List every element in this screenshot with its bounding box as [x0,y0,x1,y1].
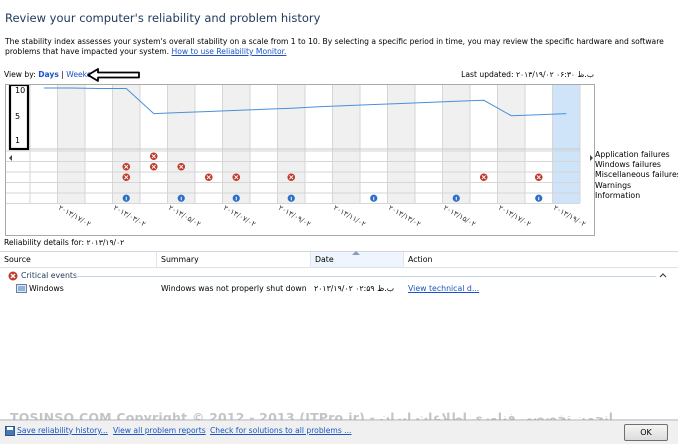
chart-column-shade [112,85,140,203]
y-tick-label: 1 [15,136,20,145]
x-tick-label: ۲۰۱۳/۱۳/۰۲ [387,203,423,229]
x-tick-label: ۲۰۱۳/۰۷/۰۲ [222,203,258,229]
sort-ascending-icon [352,251,360,255]
help-link[interactable]: How to use Reliability Monitor. [171,47,287,56]
view-by: View by: Days | Weeks [4,70,91,79]
scroll-left-icon [9,155,12,161]
chart-row-labels: Application failures Windows failures Mi… [595,150,678,201]
warning-event-icon-mark [481,175,486,180]
view-technical-details-link[interactable]: View technical d... [408,284,480,293]
selected-column [552,85,580,203]
misc-failure-icon-mark [124,164,129,169]
group-label: Critical events [21,271,78,280]
column-header-action[interactable]: Action [403,252,678,268]
last-updated-label: Last updated: [461,70,514,79]
view-separator: | [61,70,64,79]
warning-event-icon-mark [234,175,239,180]
collapse-chevron-icon[interactable] [659,272,667,279]
x-tick-label: ۲۰۱۳/۱۹/۰۲ [552,203,588,229]
x-tick-label: ۲۰۱۳/۱۵/۰۲ [442,203,478,229]
page-description: The stability index assesses your system… [5,37,673,57]
footer-bar: Save reliability history... View all pro… [0,420,678,444]
chart-column-shade [497,85,525,203]
x-tick-label: ۲۰۱۳/۰۵/۰۲ [167,203,203,229]
save-reliability-history-link[interactable]: Save reliability history... [17,426,108,435]
warning-event-icon-mark [124,175,129,180]
last-updated: Last updated: ۲۰۱۳/۱۹/۰۲ ۰۶:۳۰ ب.ظ [461,70,594,79]
x-tick-label: ۲۰۱۳/۰۹/۰۲ [277,203,313,229]
warning-event-icon-mark [536,175,541,180]
group-critical-events[interactable]: Critical events [8,270,668,282]
check-for-solutions-link[interactable]: Check for solutions to all problems ... [210,426,352,435]
save-icon [5,426,15,436]
page-title: Review your computer's reliability and p… [5,11,321,25]
view-all-problem-reports-link[interactable]: View all problem reports [113,426,206,435]
stability-index-line [43,87,567,117]
row-summary: Windows was not properly shut down [161,284,307,293]
windows-source-icon [16,284,27,293]
warning-event-icon-mark [289,175,294,180]
chart-column-shade [442,85,470,203]
group-divider [76,276,656,277]
windows-failure-icon-mark [151,154,156,159]
row-date: ۲۰۱۳/۱۹/۰۲ ۰۲:۵۹ ب.ظ [314,284,395,293]
stability-chart-svg[interactable]: 10 5 1 ۲۰۱۳/۱۷/۰۲ ۲۰۱۳/۰۳/۰۲ ۲۰۱۳/۰۵/۰۲ ۲۰۱۳/۰… [6,83,594,235]
row-label-warnings: Warnings [595,180,632,190]
misc-failure-icon-mark [151,164,156,169]
scroll-right-icon [590,155,593,161]
chart-column-shade [277,85,305,203]
warning-event-icon-mark [206,175,211,180]
chart-column-shade [387,85,415,203]
chart-column-shade [167,85,195,203]
view-weeks-link[interactable]: Weeks [66,70,92,79]
y-tick-label: 10 [15,86,25,95]
chart-column-shade [222,85,250,203]
description-text: The stability index assesses your system… [5,37,664,56]
row-source: Windows [29,284,64,293]
details-table: Source Summary Date Action Critical even… [0,251,678,420]
x-tick-label: ۲۰۱۳/۱۷/۰۲ [497,203,533,229]
column-header-date[interactable]: Date [310,252,403,268]
stability-chart[interactable]: 10 5 1 ۲۰۱۳/۱۷/۰۲ ۲۰۱۳/۰۳/۰۲ ۲۰۱۳/۰۵/۰۲ ۲۰۱۳/۰… [5,83,595,236]
reliability-details-label: Reliability details for: ۲۰۱۳/۱۹/۰۲ [4,238,125,247]
chart-column-shade [332,85,360,203]
x-tick-label: ۲۰۱۳/۱۱/۰۲ [332,203,368,229]
annotation-arrow-icon [87,68,140,82]
last-updated-value: ۲۰۱۳/۱۹/۰۲ ۰۶:۳۰ ب.ظ [515,70,594,79]
x-tick-label: ۲۰۱۳/۰۳/۰۲ [112,203,148,229]
row-label-windows-failures: Windows failures [595,160,661,170]
chart-column-shade [57,85,85,203]
row-label-application-failures: Application failures [595,150,670,159]
y-tick-label: 5 [15,112,20,121]
column-header-summary[interactable]: Summary [156,252,310,268]
x-tick-label: ۲۰۱۳/۱۷/۰۲ [57,203,93,229]
ok-button[interactable]: OK [624,424,668,441]
view-by-label: View by: [4,70,36,79]
critical-error-icon [8,271,18,281]
column-header-source[interactable]: Source [0,252,156,268]
misc-failure-icon-mark [179,164,184,169]
row-label-misc-failures: Miscellaneous failures [595,170,678,180]
row-label-information: Information [595,190,641,200]
view-days-link[interactable]: Days [38,70,59,79]
annotation-box [8,83,30,151]
